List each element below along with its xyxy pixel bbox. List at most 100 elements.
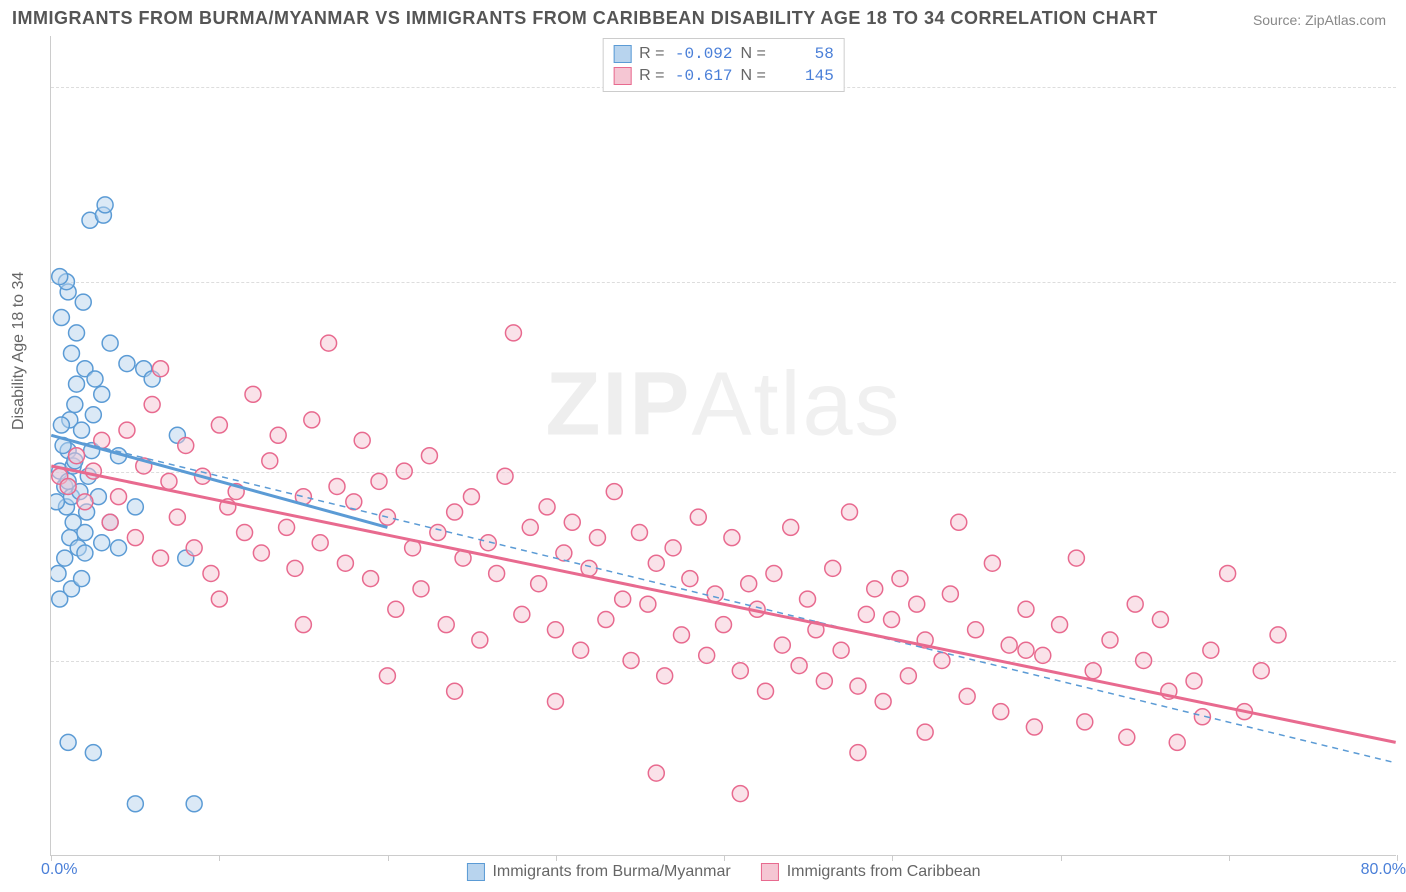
data-point [363,571,379,587]
data-point [1186,673,1202,689]
y-axis-label: Disability Age 18 to 34 [10,272,28,430]
data-point [195,468,211,484]
data-point [884,612,900,628]
data-point [673,627,689,643]
data-point [321,335,337,351]
data-point [749,601,765,617]
data-point [127,796,143,812]
data-point [1077,714,1093,730]
data-point [245,386,261,402]
data-point [564,514,580,530]
data-point [447,504,463,520]
data-point [111,448,127,464]
data-point [304,412,320,428]
data-point [581,560,597,576]
y-tick-label: 11.2% [1401,273,1406,291]
legend-row-series-0: R = -0.092 N = 58 [613,43,834,65]
data-point [111,489,127,505]
data-point [186,540,202,556]
data-point [833,642,849,658]
data-point [732,663,748,679]
data-point [657,668,673,684]
data-point [993,704,1009,720]
data-point [690,509,706,525]
data-point [589,530,605,546]
data-point [287,560,303,576]
data-point [455,550,471,566]
data-point [77,525,93,541]
data-point [800,591,816,607]
data-point [606,484,622,500]
x-tick [556,855,557,861]
data-point [791,658,807,674]
data-point [253,545,269,561]
data-point [97,197,113,213]
legend-series: Immigrants from Burma/Myanmar Immigrants… [466,863,980,881]
y-tick-label: 7.5% [1401,463,1406,481]
data-point [203,565,219,581]
legend-correlation: R = -0.092 N = 58 R = -0.617 N = 145 [602,38,845,92]
data-point [178,438,194,454]
data-point [1270,627,1286,643]
data-point [573,642,589,658]
data-point [917,724,933,740]
data-point [69,376,85,392]
data-point [1203,642,1219,658]
data-point [69,448,85,464]
data-point [312,535,328,551]
data-point [598,612,614,628]
data-point [959,688,975,704]
x-tick [1061,855,1062,861]
data-point [858,606,874,622]
x-tick [219,855,220,861]
data-point [909,596,925,612]
data-point [547,693,563,709]
legend-label-1: Immigrants from Caribbean [787,863,981,881]
data-point [75,294,91,310]
data-point [413,581,429,597]
x-tick [51,855,52,861]
data-point [724,530,740,546]
data-point [53,417,69,433]
data-point [119,356,135,372]
data-point [51,494,64,510]
data-point [295,489,311,505]
data-point [808,622,824,638]
data-point [153,550,169,566]
scatter-layer [51,36,1396,855]
data-point [1220,565,1236,581]
data-point [69,325,85,341]
data-point [783,519,799,535]
data-point [1018,601,1034,617]
swatch-bottom-1 [761,863,779,881]
data-point [220,499,236,515]
data-point [1194,709,1210,725]
data-point [94,535,110,551]
data-point [60,478,76,494]
n-label: N = [741,65,766,87]
data-point [354,432,370,448]
data-point [127,499,143,515]
data-point [329,478,345,494]
x-tick [388,855,389,861]
data-point [111,540,127,556]
data-point [648,555,664,571]
data-point [707,586,723,602]
data-point [421,448,437,464]
x-min-label: 0.0% [41,861,77,879]
data-point [1026,719,1042,735]
data-point [1152,612,1168,628]
swatch-series-0 [613,45,631,63]
x-tick [1229,855,1230,861]
data-point [665,540,681,556]
data-point [1253,663,1269,679]
data-point [547,622,563,638]
data-point [388,601,404,617]
source-label: Source: ZipAtlas.com [1253,12,1386,28]
data-point [136,458,152,474]
data-point [951,514,967,530]
data-point [489,565,505,581]
data-point [648,765,664,781]
data-point [102,335,118,351]
r-value-1: -0.617 [673,65,733,87]
